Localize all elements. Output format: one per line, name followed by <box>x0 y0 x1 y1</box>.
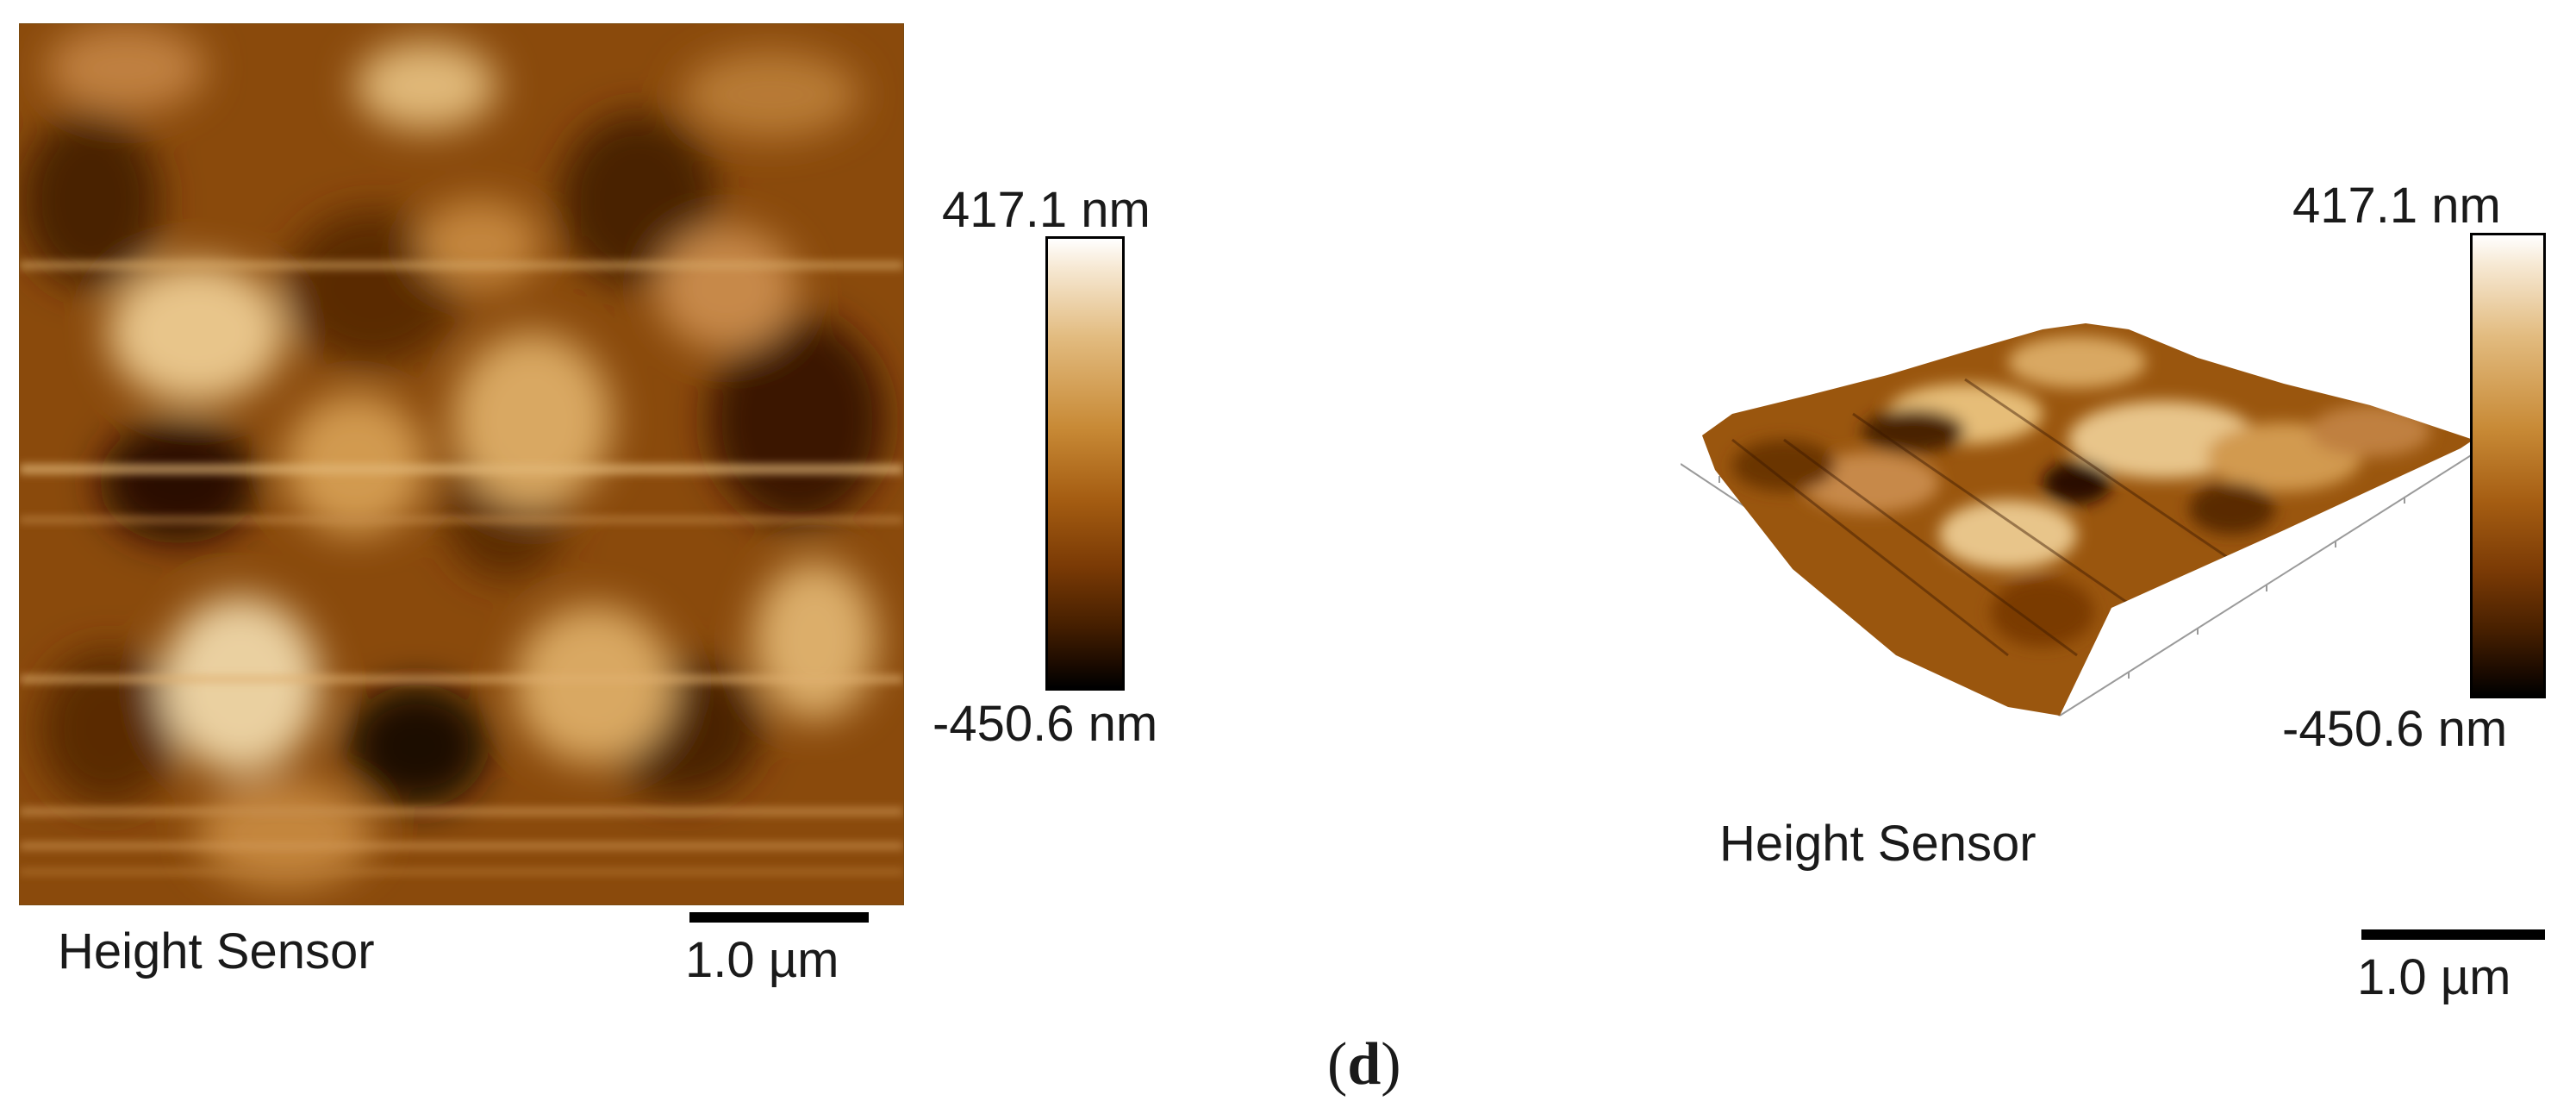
colorbar-max-label-left: 417.1 nm <box>942 182 1151 238</box>
caption-letter: d <box>1347 1031 1382 1098</box>
image-label-right: Height Sensor <box>1719 816 2036 872</box>
scale-bar-label-left: 1.0 µm <box>685 932 839 988</box>
colorbar-max-label-right: 417.1 nm <box>2292 178 2501 234</box>
afm-height-map-3d <box>1681 323 2482 716</box>
scale-bar-label-right: 1.0 µm <box>2357 949 2511 1005</box>
scale-bar-left <box>689 912 869 923</box>
panel-caption: (d) <box>1327 1030 1401 1099</box>
colorbar-min-label-right: -450.6 nm <box>2282 701 2508 757</box>
colorbar-right <box>2470 233 2546 698</box>
scale-bar-right <box>2361 929 2545 940</box>
caption-open-paren: ( <box>1327 1031 1348 1098</box>
colorbar-min-label-left: -450.6 nm <box>932 696 1158 752</box>
image-label-left: Height Sensor <box>58 923 375 979</box>
colorbar-left <box>1045 236 1125 691</box>
afm-height-map-2d <box>19 23 904 905</box>
caption-close-paren: ) <box>1381 1031 1401 1098</box>
